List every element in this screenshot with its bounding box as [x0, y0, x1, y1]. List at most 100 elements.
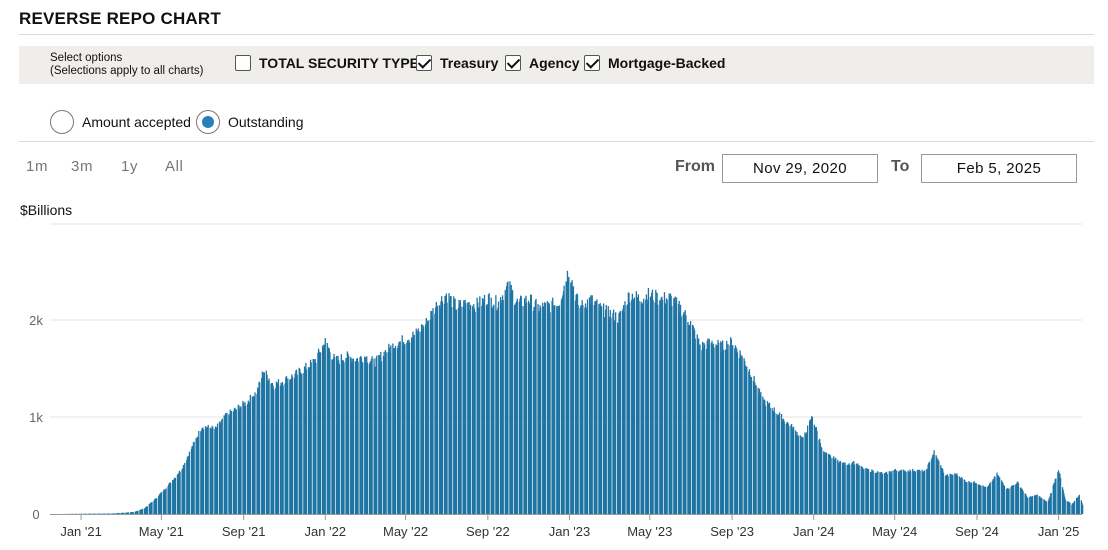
data-bar — [493, 304, 495, 514]
data-bar — [209, 427, 211, 514]
checkbox-checked-icon[interactable] — [416, 55, 432, 71]
data-bar — [532, 310, 534, 514]
data-bar — [660, 297, 662, 514]
data-bar — [1072, 502, 1074, 514]
data-bar — [154, 499, 156, 514]
from-date-input[interactable]: Nov 29, 2020 — [722, 154, 878, 183]
data-bar — [665, 303, 667, 514]
data-bar — [243, 406, 245, 514]
data-bar — [774, 412, 776, 514]
data-bar — [857, 463, 859, 514]
checkbox-total-security-types[interactable]: TOTAL SECURITY TYPES — [235, 55, 428, 71]
checkbox-checked-icon[interactable] — [505, 55, 521, 71]
data-bar — [468, 302, 470, 514]
data-bar — [735, 347, 737, 514]
data-bar — [738, 357, 741, 514]
data-bar — [633, 299, 635, 514]
reverse-repo-chart: 0 1k 2k Jan '21 May '21 Sep '21 Jan '22 May '22… — [29, 223, 1084, 539]
data-bar — [430, 310, 432, 514]
data-bar — [497, 307, 499, 514]
zoom-1y-button[interactable]: 1y — [121, 158, 139, 175]
data-bar — [469, 310, 471, 514]
radio-unselected-icon[interactable] — [50, 110, 74, 134]
zoom-3m-button[interactable]: 3m — [71, 158, 94, 175]
data-bar — [444, 295, 446, 514]
data-bar — [890, 472, 892, 514]
checkbox-treasury[interactable]: Treasury — [416, 55, 498, 71]
data-bar — [193, 441, 195, 514]
data-bar — [590, 297, 593, 514]
data-bar — [972, 482, 975, 514]
radio-selected-icon[interactable] — [196, 110, 220, 134]
data-bar — [851, 463, 853, 514]
data-bar — [949, 473, 951, 514]
data-bar — [734, 345, 737, 514]
data-bar — [771, 408, 773, 514]
data-bar — [1007, 489, 1010, 514]
radio-amount-accepted[interactable]: Amount accepted — [50, 110, 191, 134]
data-bar — [598, 304, 600, 514]
data-bar — [431, 310, 433, 514]
data-bar — [178, 470, 181, 514]
checkbox-label: Treasury — [440, 55, 499, 71]
radio-outstanding[interactable]: Outstanding — [196, 110, 304, 134]
data-bar — [927, 464, 929, 514]
data-bar — [871, 469, 873, 514]
data-bar — [809, 419, 811, 514]
zoom-1m-button[interactable]: 1m — [26, 158, 49, 175]
data-bar — [526, 302, 528, 514]
data-bar — [853, 464, 856, 514]
data-bar — [740, 358, 743, 514]
data-bar — [366, 356, 368, 514]
data-bar — [1080, 500, 1082, 514]
data-bar — [368, 363, 371, 514]
data-bar — [788, 426, 790, 514]
data-bar — [225, 414, 227, 514]
data-bar — [464, 299, 466, 514]
zoom-all-button[interactable]: All — [165, 158, 184, 175]
data-bar — [671, 305, 673, 514]
data-bar — [519, 295, 522, 514]
data-bar — [633, 297, 636, 514]
data-bar — [805, 433, 807, 514]
data-bar — [871, 471, 874, 514]
data-bar — [612, 312, 614, 514]
data-bar — [716, 345, 718, 514]
data-bar — [1039, 497, 1042, 514]
checkbox-mortgage-backed[interactable]: Mortgage-Backed — [584, 55, 725, 71]
data-bar — [392, 343, 394, 514]
data-bar — [206, 427, 208, 514]
data-bar — [612, 309, 615, 514]
data-bar — [811, 416, 813, 514]
data-bar — [857, 465, 860, 514]
data-bar — [916, 469, 919, 514]
data-bar — [749, 375, 751, 514]
options-bar: Select options (Selections apply to all … — [19, 46, 1094, 84]
data-bar — [448, 293, 450, 514]
data-bar — [580, 311, 583, 514]
checkbox-agency[interactable]: Agency — [505, 55, 580, 71]
data-bar — [178, 473, 180, 514]
data-bar — [467, 306, 470, 514]
data-bar — [251, 396, 253, 514]
data-bar — [206, 427, 209, 514]
data-bar — [581, 300, 583, 514]
data-bar — [319, 352, 322, 514]
checkbox-checked-icon[interactable] — [584, 55, 600, 71]
data-bar — [168, 484, 170, 514]
to-date-input[interactable]: Feb 5, 2025 — [921, 154, 1077, 183]
data-bar — [140, 509, 142, 514]
data-bar — [739, 350, 741, 514]
data-bar — [402, 341, 405, 514]
data-bar — [923, 470, 925, 514]
data-bar — [730, 337, 732, 514]
data-bar — [1011, 485, 1013, 514]
data-bar — [628, 293, 630, 514]
checkbox-unchecked-icon[interactable] — [235, 55, 251, 71]
data-bar — [978, 484, 981, 514]
data-bar — [525, 295, 527, 514]
data-bar — [950, 474, 952, 514]
data-bar — [347, 353, 349, 514]
data-bar — [938, 461, 940, 514]
data-bar — [754, 386, 757, 514]
